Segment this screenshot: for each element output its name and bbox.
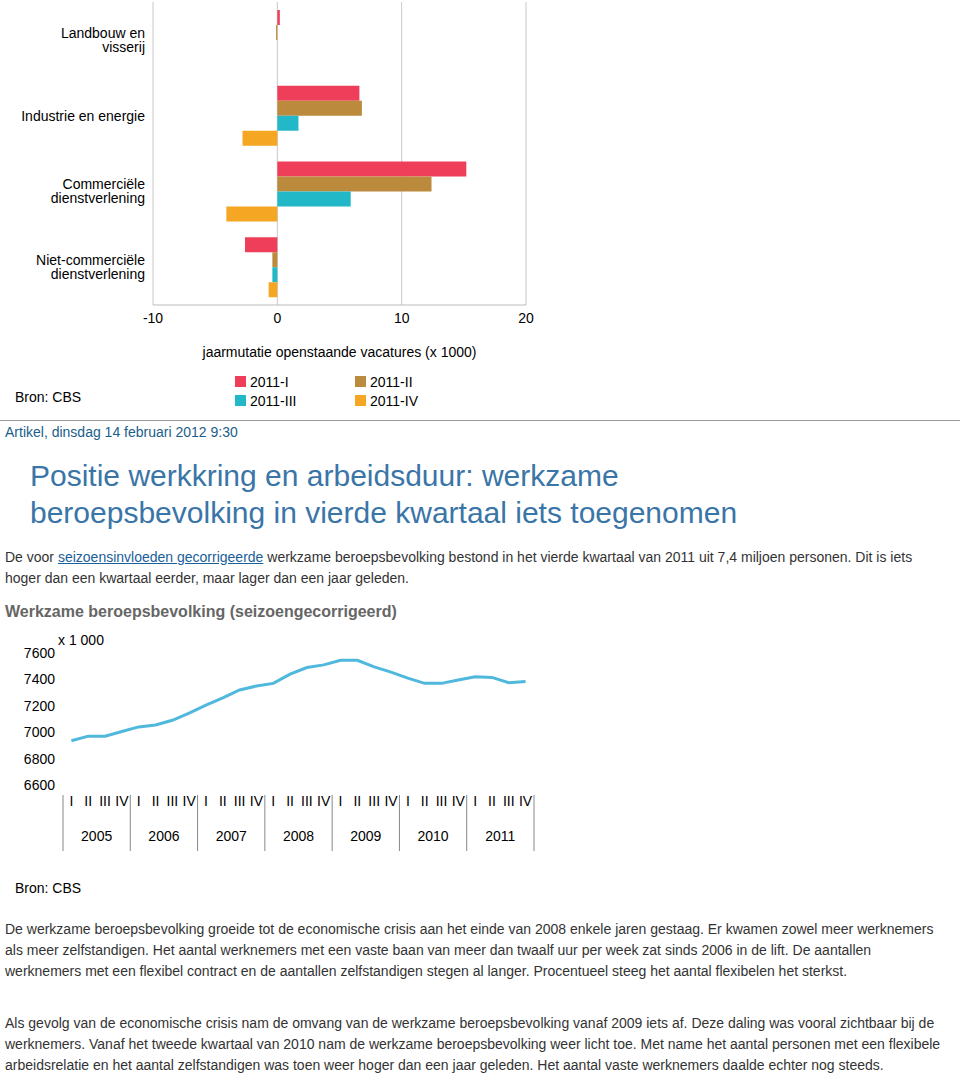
svg-text:6600: 6600 xyxy=(24,777,55,793)
html-text:2011-IV: 2011-IV xyxy=(370,392,418,409)
svg-text:I: I xyxy=(271,793,275,809)
svg-text:Commerciëledienstverlening: Commerciëledienstverlening xyxy=(51,176,145,206)
svg-text:III: III xyxy=(167,793,179,809)
svg-text:II: II xyxy=(353,793,361,809)
svg-text:IV: IV xyxy=(519,793,533,809)
svg-text:II: II xyxy=(488,793,496,809)
html-text:Werkzame beroepsbevolking (sei: Werkzame beroepsbevolking (seizoengecorr… xyxy=(5,603,397,620)
svg-text:IV: IV xyxy=(317,793,331,809)
svg-text:IV: IV xyxy=(384,793,398,809)
svg-text:2005: 2005 xyxy=(81,828,112,844)
svg-text:6800: 6800 xyxy=(24,751,55,767)
svg-text:2009: 2009 xyxy=(350,828,381,844)
svg-text:IV: IV xyxy=(452,793,466,809)
svg-text:2006: 2006 xyxy=(148,828,179,844)
svg-text:III: III xyxy=(301,793,313,809)
svg-text:I: I xyxy=(137,793,141,809)
svg-text:IV: IV xyxy=(183,793,197,809)
svg-text:II: II xyxy=(219,793,227,809)
svg-text:Industrie en energie: Industrie en energie xyxy=(21,108,145,124)
svg-text:I: I xyxy=(69,793,73,809)
svg-text:7000: 7000 xyxy=(24,724,55,740)
svg-text:III: III xyxy=(436,793,448,809)
svg-text:2007: 2007 xyxy=(216,828,247,844)
svg-text:III: III xyxy=(503,793,515,809)
svg-text:III: III xyxy=(99,793,111,809)
html-text:Bron: CBS: Bron: CBS xyxy=(15,389,82,405)
svg-text:II: II xyxy=(152,793,160,809)
html-text:De werkzame beroepsbevolking g: De werkzame beroepsbevolking groeide tot… xyxy=(5,921,934,979)
svg-text:IV: IV xyxy=(115,793,129,809)
svg-text:III: III xyxy=(368,793,380,809)
svg-text:2008: 2008 xyxy=(283,828,314,844)
html-text:Bron: CBS: Bron: CBS xyxy=(15,880,82,896)
svg-text:Landbouw envisserij: Landbouw envisserij xyxy=(61,25,145,55)
html-text:De voor seizoensinvloeden geco: De voor seizoensinvloeden gecorrigeerde … xyxy=(5,549,913,586)
svg-text:7400: 7400 xyxy=(24,671,55,687)
svg-text:-10: -10 xyxy=(143,310,163,326)
svg-text:2010: 2010 xyxy=(417,828,448,844)
svg-text:Niet-commerciëledienstverlenin: Niet-commerciëledienstverlening xyxy=(36,252,145,282)
svg-text:2011: 2011 xyxy=(485,828,515,844)
svg-text:0: 0 xyxy=(273,310,281,326)
svg-text:7600: 7600 xyxy=(24,645,55,661)
svg-text:III: III xyxy=(234,793,246,809)
svg-text:II: II xyxy=(421,793,429,809)
svg-text:I: I xyxy=(204,793,208,809)
svg-text:I: I xyxy=(406,793,410,809)
svg-text:jaarmutatie openstaande vacatu: jaarmutatie openstaande vacatures (x 100… xyxy=(202,344,477,360)
svg-text:20: 20 xyxy=(518,310,534,326)
svg-text:10: 10 xyxy=(394,310,410,326)
svg-text:I: I xyxy=(473,793,477,809)
svg-text:I: I xyxy=(339,793,343,809)
html-text:2011-III: 2011-III xyxy=(250,392,297,409)
html-text:Positie werkkring en arbeidsdu: Positie werkkring en arbeidsduur: werkza… xyxy=(30,459,738,529)
html-text:Als gevolg van de economische: Als gevolg van de economische crisis nam… xyxy=(5,1015,941,1073)
svg-text:II: II xyxy=(286,793,294,809)
html-text:x 1 000: x 1 000 xyxy=(58,632,104,648)
html-text:Artikel, dinsdag 14 februari 2: Artikel, dinsdag 14 februari 2012 9:30 xyxy=(5,424,238,440)
svg-text:II: II xyxy=(84,793,92,809)
html-text:2011-II: 2011-II xyxy=(370,373,413,390)
svg-text:7200: 7200 xyxy=(24,698,55,714)
svg-text:IV: IV xyxy=(250,793,264,809)
html-text:2011-I: 2011-I xyxy=(250,373,289,390)
